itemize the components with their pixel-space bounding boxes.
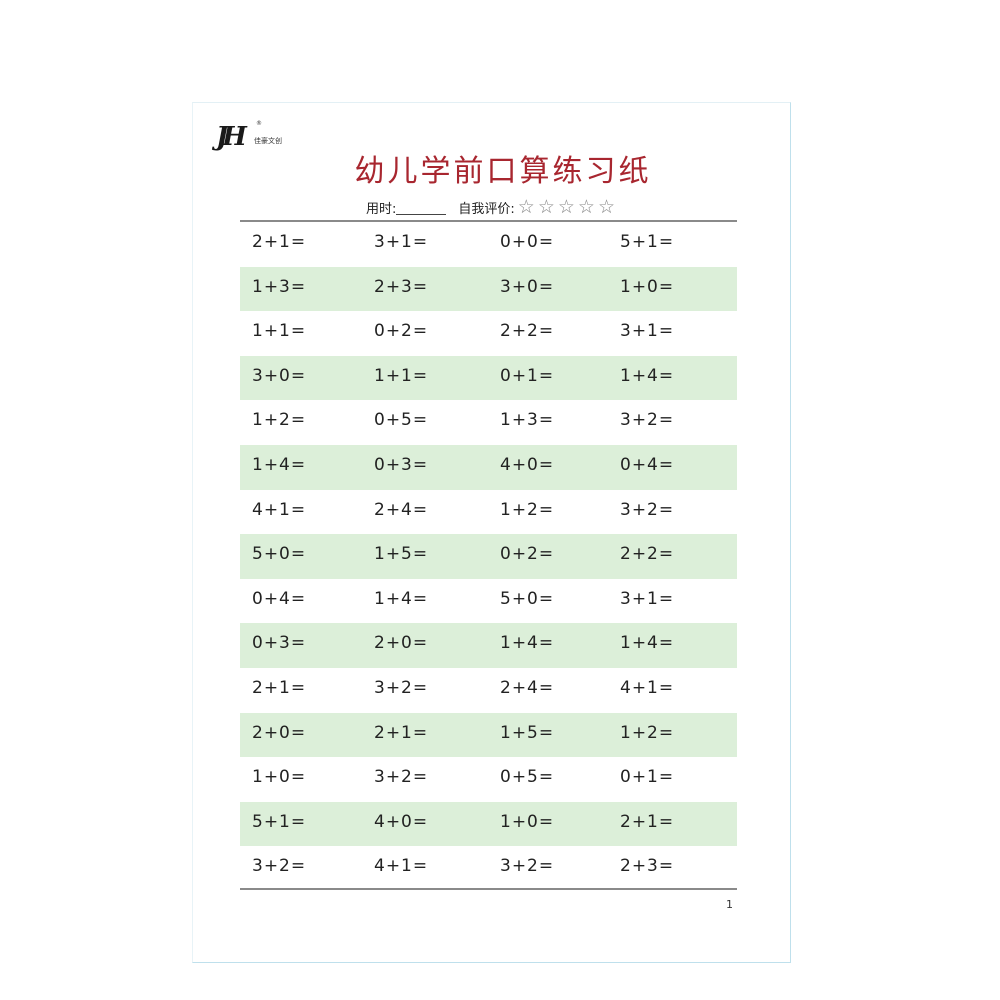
table-row: 1+3= 2+3= 3+0= 1+0= xyxy=(240,266,737,312)
bottom-rule xyxy=(240,888,737,890)
star-outline-icon: ☆ xyxy=(537,195,555,218)
problem-cell: 0+1= xyxy=(500,365,555,386)
top-rule xyxy=(240,220,737,222)
star-outline-icon: ☆ xyxy=(577,195,595,218)
problem-cell: 3+2= xyxy=(374,677,429,698)
rating-stars: ☆ ☆ ☆ ☆ ☆ xyxy=(515,195,616,218)
problem-cell: 3+2= xyxy=(252,856,307,877)
table-row: 3+2= 4+1= 3+2= 2+3= xyxy=(240,846,737,891)
problem-cell: 1+4= xyxy=(620,633,675,654)
table-row: 1+1= 0+2= 2+2= 3+1= xyxy=(240,311,737,356)
page-title: 幼儿学前口算练习纸 xyxy=(0,146,1000,190)
problem-cell: 2+2= xyxy=(500,321,555,342)
problem-cell: 4+1= xyxy=(252,499,307,520)
problem-cell: 3+2= xyxy=(500,856,555,877)
worksheet-meta: 用时: 自我评价: ☆ ☆ ☆ ☆ ☆ xyxy=(366,195,616,218)
time-label: 用时: xyxy=(366,202,397,217)
problem-cell: 2+4= xyxy=(500,677,555,698)
problem-cell: 0+5= xyxy=(374,410,429,431)
table-row: 3+0= 1+1= 0+1= 1+4= xyxy=(240,355,737,401)
table-row: 5+1= 4+0= 1+0= 2+1= xyxy=(240,801,737,847)
problem-cell: 1+4= xyxy=(374,588,429,609)
problem-cell: 3+1= xyxy=(620,588,675,609)
rating-label: 自我评价: xyxy=(458,202,515,217)
problem-cell: 1+3= xyxy=(500,410,555,431)
problem-cell: 4+0= xyxy=(374,811,429,832)
page-title-text: 幼儿学前口算练习纸 xyxy=(354,154,652,189)
problem-cell: 4+1= xyxy=(374,856,429,877)
registered-mark: ® xyxy=(256,120,262,127)
table-row: 5+0= 1+5= 0+2= 2+2= xyxy=(240,534,737,579)
problem-cell: 3+0= xyxy=(500,276,555,297)
problem-cell: 1+0= xyxy=(500,811,555,832)
problem-cell: 3+2= xyxy=(620,410,675,431)
table-row: 1+2= 0+5= 1+3= 3+2= xyxy=(240,400,737,445)
problem-cell: 5+1= xyxy=(620,232,675,252)
problem-cell: 5+0= xyxy=(252,544,307,565)
problem-cell: 5+1= xyxy=(252,811,307,832)
problem-cell: 1+0= xyxy=(252,767,307,788)
problem-cell: 1+1= xyxy=(374,365,429,386)
table-row: 2+1= 3+1= 0+0= 5+1= xyxy=(240,222,737,267)
problem-cell: 0+3= xyxy=(252,633,307,654)
problem-cell: 1+1= xyxy=(252,321,307,342)
problem-cell: 2+1= xyxy=(252,232,307,252)
problem-cell: 3+2= xyxy=(620,499,675,520)
problem-table: 2+1= 3+1= 0+0= 5+1= 1+3= 2+3= 3+0= 1+0= 1+1= 0+2=… xyxy=(240,222,737,891)
problem-cell: 0+5= xyxy=(500,767,555,788)
problem-cell: 2+3= xyxy=(620,856,675,877)
table-row: 1+0= 3+2= 0+5= 0+1= xyxy=(240,757,737,802)
problem-cell: 3+1= xyxy=(374,232,429,252)
table-row: 2+1= 3+2= 2+4= 4+1= xyxy=(240,668,737,713)
table-row: 1+4= 0+3= 4+0= 0+4= xyxy=(240,444,737,490)
problem-cell: 0+4= xyxy=(620,454,675,475)
problem-cell: 2+3= xyxy=(374,276,429,297)
time-blank xyxy=(396,201,447,215)
problem-cell: 2+1= xyxy=(252,677,307,698)
problem-cell: 3+2= xyxy=(374,767,429,788)
problem-cell: 1+3= xyxy=(252,276,307,297)
problem-cell: 1+4= xyxy=(500,633,555,654)
problem-cell: 2+4= xyxy=(374,499,429,520)
star-outline-icon: ☆ xyxy=(597,195,616,218)
problem-cell: 0+2= xyxy=(374,321,429,342)
problem-cell: 0+1= xyxy=(620,767,675,788)
problem-cell: 2+0= xyxy=(374,633,429,654)
star-outline-icon: ☆ xyxy=(557,195,575,218)
problem-cell: 1+5= xyxy=(374,544,429,565)
problem-cell: 0+3= xyxy=(374,454,429,475)
problem-cell: 4+0= xyxy=(500,454,555,475)
problem-cell: 5+0= xyxy=(500,588,555,609)
problem-cell: 0+2= xyxy=(500,544,555,565)
problem-cell: 1+2= xyxy=(500,499,555,520)
problem-cell: 1+4= xyxy=(620,365,675,386)
problem-cell: 0+4= xyxy=(252,588,307,609)
problem-cell: 1+5= xyxy=(500,722,555,743)
problem-cell: 2+1= xyxy=(620,811,675,832)
problem-cell: 3+0= xyxy=(252,365,307,386)
problem-cell: 1+2= xyxy=(620,722,675,743)
problem-cell: 0+0= xyxy=(500,232,555,252)
problem-cell: 1+0= xyxy=(620,276,675,297)
table-row: 2+0= 2+1= 1+5= 1+2= xyxy=(240,712,737,758)
problem-cell: 3+1= xyxy=(620,321,675,342)
problem-cell: 2+2= xyxy=(620,544,675,565)
logo-text: 佳豪文创 xyxy=(254,137,282,145)
problem-cell: 1+2= xyxy=(252,410,307,431)
table-row: 0+4= 1+4= 5+0= 3+1= xyxy=(240,579,737,624)
table-row: 4+1= 2+4= 1+2= 3+2= xyxy=(240,490,737,535)
table-row: 0+3= 2+0= 1+4= 1+4= xyxy=(240,623,737,668)
problem-cell: 2+0= xyxy=(252,722,307,743)
star-outline-icon: ☆ xyxy=(517,195,535,218)
page-number: 1 xyxy=(726,898,733,911)
problem-cell: 1+4= xyxy=(252,454,307,475)
problem-cell: 2+1= xyxy=(374,722,429,743)
problem-cell: 4+1= xyxy=(620,677,675,698)
